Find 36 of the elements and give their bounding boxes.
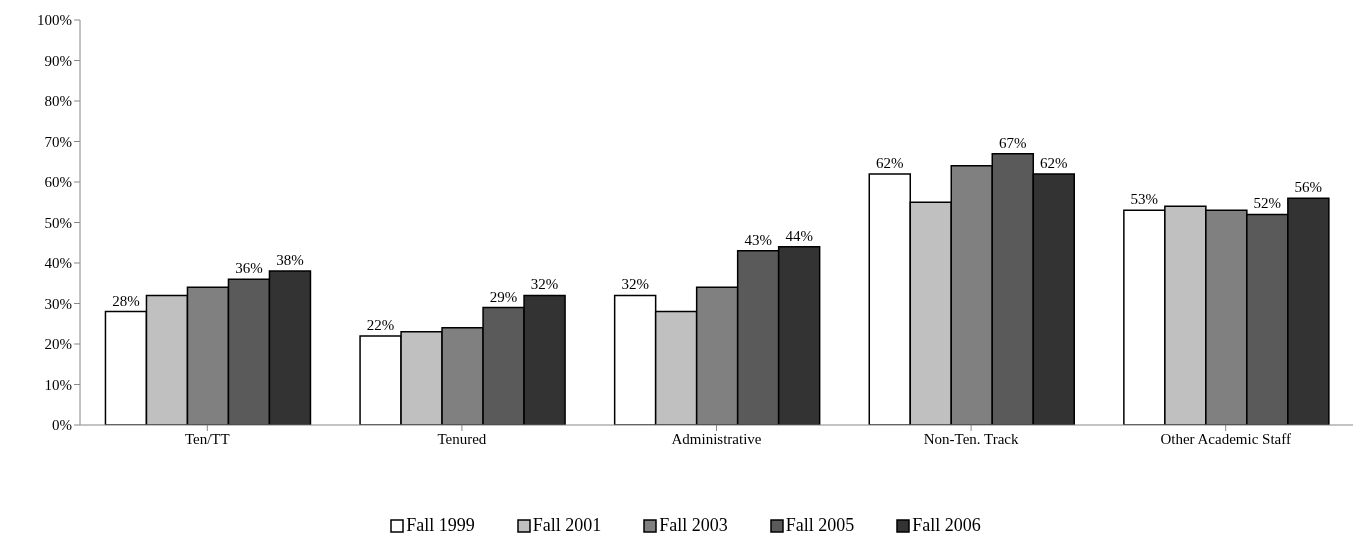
data-label: 32% (530, 276, 559, 293)
data-label: 22% (366, 316, 395, 333)
legend-label: Fall 1999 (406, 515, 475, 536)
data-label: 67% (999, 134, 1027, 151)
legend-label: Fall 2005 (785, 515, 855, 536)
y-tick-label: 60% (44, 174, 72, 191)
data-label: 43% (744, 231, 772, 248)
legend-label: Fall 2003 (659, 515, 728, 536)
y-tick-label: 80% (44, 93, 72, 110)
x-tick-label: Ten/TT (184, 430, 230, 447)
y-tick-label: 40% (44, 255, 72, 272)
y-tick-label: 30% (44, 295, 72, 312)
x-tick-label: Non-Ten. Track (923, 430, 1019, 447)
data-label: 36% (235, 260, 263, 277)
y-tick-label: 10% (44, 376, 72, 393)
y-tick-label: 90% (44, 52, 72, 69)
data-label: 38% (276, 252, 304, 269)
y-tick-label: 100% (37, 12, 72, 29)
data-label: 56% (1294, 179, 1323, 196)
data-label: 29% (489, 288, 518, 305)
y-tick-label: 70% (44, 133, 72, 150)
y-tick-label: 50% (44, 214, 72, 231)
x-tick-label: Administrative (671, 430, 762, 447)
y-tick-label: 0% (52, 417, 72, 434)
data-label: 32% (621, 276, 649, 293)
y-tick-label: 20% (44, 336, 72, 353)
data-label: 44% (785, 227, 813, 244)
data-label: 53% (1130, 191, 1159, 208)
legend-label: Fall 2006 (912, 515, 981, 536)
data-label: 52% (1253, 195, 1282, 212)
data-label: 28% (112, 292, 140, 309)
legend-label: Fall 2001 (532, 515, 602, 536)
x-tick-label: Tenured (437, 430, 487, 447)
x-tick-label: Other Academic Staff (1160, 430, 1291, 447)
data-label: 62% (876, 154, 904, 171)
data-label: 62% (1040, 154, 1068, 171)
